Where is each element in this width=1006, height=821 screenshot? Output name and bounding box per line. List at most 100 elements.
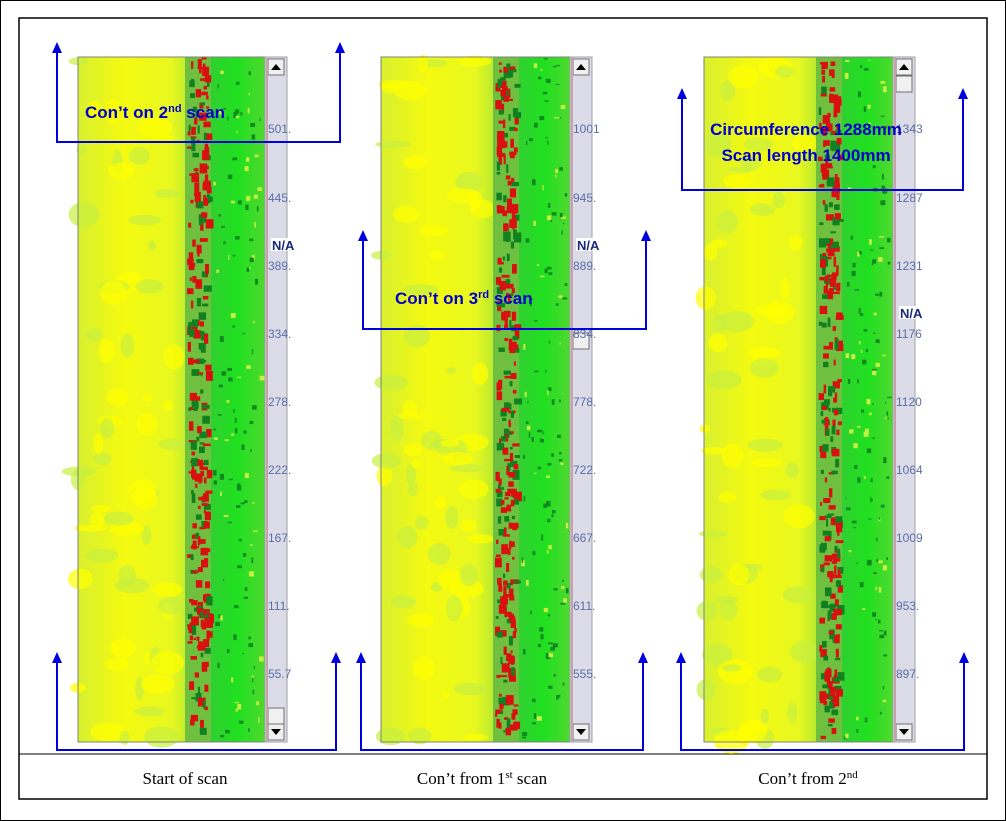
scan-speck [197, 641, 206, 651]
scan-speck [509, 151, 517, 156]
band-speck [852, 133, 856, 135]
band-speck [558, 452, 562, 455]
scan-speck [190, 554, 194, 561]
scan-speck [206, 82, 210, 87]
scan-speck [508, 293, 511, 303]
scan-speck [498, 711, 504, 715]
band-speck [886, 557, 888, 560]
scan-patch [147, 240, 156, 252]
scan-speck [834, 574, 842, 579]
scan-patch [696, 679, 715, 701]
band-speck [859, 313, 864, 317]
scan-speck [198, 686, 201, 697]
band-speck [237, 200, 242, 205]
band-speck [543, 58, 548, 60]
scan-speck [819, 122, 822, 130]
scan-speck [824, 536, 831, 542]
band-speck [238, 720, 244, 724]
scan-speck [509, 431, 514, 434]
band-speck [237, 565, 242, 569]
band-speck [565, 588, 569, 594]
scan-speck [831, 426, 836, 435]
band-speck [258, 717, 260, 723]
scan-patch [695, 286, 716, 310]
scan-speck [201, 503, 209, 506]
tick-label: 555. [573, 667, 596, 681]
band-speck [870, 478, 873, 483]
band-speck [886, 411, 889, 416]
scan-patch [757, 666, 783, 683]
scan-patch [749, 203, 776, 217]
scan-speck [199, 102, 204, 109]
scan-speck [832, 241, 839, 249]
scrollbar-track [569, 56, 593, 743]
band-speck [222, 579, 225, 581]
band-speck [531, 298, 534, 300]
band-speck [546, 475, 550, 478]
scan-speck [837, 548, 841, 558]
scan-speck [195, 483, 198, 488]
scan-speck [498, 697, 506, 704]
scan-speck [823, 384, 827, 394]
band-speck [851, 270, 856, 276]
scan-speck [836, 282, 841, 292]
na-label: N/A [900, 306, 923, 321]
scan-speck [822, 115, 830, 124]
band-speck [537, 429, 542, 433]
scan-speck [831, 613, 837, 620]
band-speck [555, 168, 558, 173]
scan-speck [201, 662, 208, 672]
band-speck [858, 91, 861, 98]
band-speck [247, 107, 250, 114]
scan-speck [837, 585, 843, 593]
band-speck [863, 329, 868, 332]
scan-speck [187, 624, 195, 630]
scan-speck [827, 723, 833, 727]
scan-speck [835, 624, 842, 630]
band-speck [215, 621, 220, 627]
band-speck [259, 118, 261, 122]
band-speck [872, 370, 877, 376]
scan-speck [193, 168, 199, 172]
scan-speck [496, 490, 503, 498]
scan-speck [192, 106, 198, 113]
scan-speck [196, 396, 201, 401]
band-speck [529, 303, 532, 306]
band-speck [246, 195, 251, 201]
scan-speck [201, 57, 207, 60]
scan-patch [449, 464, 486, 473]
scan-speck [822, 75, 825, 83]
scan-speck [204, 143, 209, 153]
band-speck [259, 656, 264, 662]
scan-speck [187, 131, 191, 136]
scan-speck [199, 460, 204, 470]
scan-speck [505, 279, 511, 287]
scan-speck [496, 382, 502, 391]
band-speck [563, 598, 567, 603]
scan-speck [826, 290, 834, 300]
tick-label: 889. [573, 259, 596, 273]
scan-speck [510, 499, 517, 505]
band-speck [869, 105, 871, 108]
band-speck [259, 375, 265, 381]
arrow-head [641, 230, 651, 241]
scan-speck [192, 523, 198, 529]
scan-speck [828, 288, 834, 294]
band-speck [871, 263, 874, 266]
scan-speck [500, 89, 508, 97]
scan-speck [503, 195, 507, 203]
band-speck [883, 630, 887, 636]
scan-speck [512, 389, 517, 394]
band-speck [249, 257, 254, 263]
scan-speck [195, 89, 202, 98]
scan-speck [504, 324, 509, 329]
band-speck [852, 262, 856, 268]
band-speck [883, 86, 887, 93]
scan-speck [496, 498, 503, 507]
scan-patch [154, 189, 181, 199]
scan-speck [506, 618, 515, 624]
band-speck [213, 469, 217, 476]
band-speck [854, 289, 860, 291]
band-speck [547, 614, 551, 617]
scan-patch [718, 491, 737, 503]
